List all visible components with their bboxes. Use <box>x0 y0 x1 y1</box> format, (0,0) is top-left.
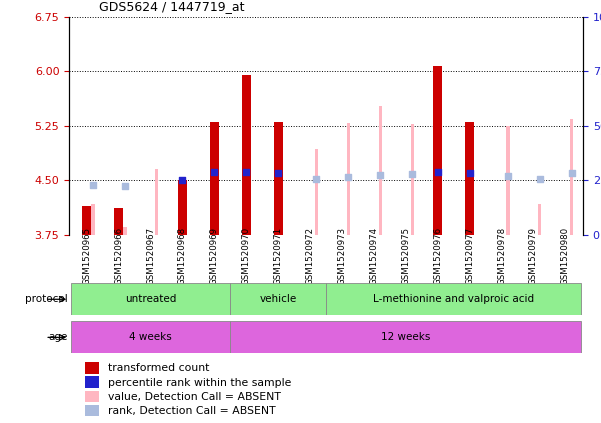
Bar <box>242 75 251 423</box>
Bar <box>91 203 94 423</box>
Point <box>535 176 545 182</box>
Text: percentile rank within the sample: percentile rank within the sample <box>108 378 291 387</box>
Bar <box>230 283 326 315</box>
Point <box>433 168 442 175</box>
Text: GSM1520980: GSM1520980 <box>561 227 570 285</box>
Point <box>567 170 576 176</box>
Text: GSM1520976: GSM1520976 <box>433 227 442 285</box>
Bar <box>507 126 510 423</box>
Bar <box>315 149 318 423</box>
Bar <box>123 227 127 423</box>
Bar <box>85 390 99 402</box>
Bar <box>210 122 219 423</box>
Text: GSM1520969: GSM1520969 <box>210 227 219 285</box>
Text: GSM1520966: GSM1520966 <box>114 227 123 285</box>
Text: GSM1520975: GSM1520975 <box>401 227 410 285</box>
Text: protocol: protocol <box>25 294 68 304</box>
Bar <box>85 405 99 416</box>
Point <box>344 174 353 181</box>
Text: GSM1520968: GSM1520968 <box>178 227 187 285</box>
Point <box>210 168 219 175</box>
Point <box>407 171 417 178</box>
Text: vehicle: vehicle <box>260 294 297 304</box>
Point <box>503 173 513 179</box>
Point <box>178 177 188 184</box>
Text: GSM1520971: GSM1520971 <box>273 227 282 285</box>
Text: 4 weeks: 4 weeks <box>129 332 172 342</box>
Text: age: age <box>49 332 68 342</box>
Text: GSM1520965: GSM1520965 <box>82 227 91 285</box>
Bar <box>570 118 573 423</box>
Point <box>465 170 474 176</box>
Bar <box>230 321 581 353</box>
Bar <box>114 208 123 423</box>
Bar <box>71 283 230 315</box>
Bar <box>326 283 581 315</box>
Text: untreated: untreated <box>125 294 176 304</box>
Point <box>242 168 251 175</box>
Bar <box>433 66 442 423</box>
Text: L-methionine and valproic acid: L-methionine and valproic acid <box>373 294 534 304</box>
Text: GSM1520974: GSM1520974 <box>370 227 379 285</box>
Point <box>376 172 385 179</box>
Bar <box>379 106 382 423</box>
Bar <box>155 170 159 423</box>
Text: GSM1520978: GSM1520978 <box>497 227 506 285</box>
Text: GSM1520973: GSM1520973 <box>338 227 347 285</box>
Text: value, Detection Call = ABSENT: value, Detection Call = ABSENT <box>108 392 281 402</box>
Bar <box>85 363 99 374</box>
Bar <box>410 124 414 423</box>
Bar <box>178 180 187 423</box>
Text: GSM1520967: GSM1520967 <box>146 227 155 285</box>
Bar <box>71 321 230 353</box>
Point <box>312 176 322 182</box>
Point <box>120 183 130 190</box>
Text: GSM1520979: GSM1520979 <box>529 227 538 285</box>
Text: GSM1520972: GSM1520972 <box>305 227 314 285</box>
Point <box>88 181 98 188</box>
Text: 12 weeks: 12 weeks <box>381 332 430 342</box>
Bar <box>465 122 474 423</box>
Text: transformed count: transformed count <box>108 363 209 374</box>
Point <box>273 170 283 176</box>
Text: GDS5624 / 1447719_at: GDS5624 / 1447719_at <box>99 0 245 13</box>
Text: rank, Detection Call = ABSENT: rank, Detection Call = ABSENT <box>108 406 275 416</box>
Bar <box>85 376 99 388</box>
Bar <box>538 204 542 423</box>
Bar <box>273 122 282 423</box>
Bar <box>347 123 350 423</box>
Bar <box>82 206 91 423</box>
Text: GSM1520970: GSM1520970 <box>242 227 251 285</box>
Text: GSM1520977: GSM1520977 <box>465 227 474 285</box>
